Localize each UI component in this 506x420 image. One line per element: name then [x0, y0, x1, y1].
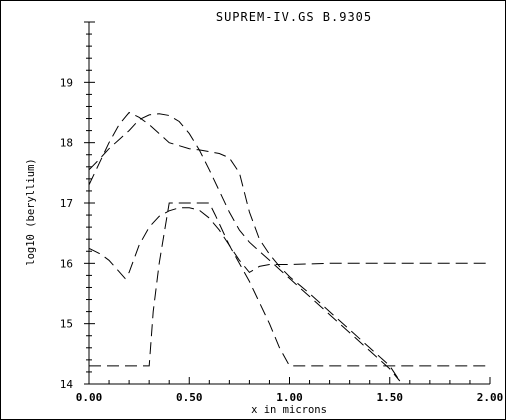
axes [84, 21, 491, 385]
y-tick-label: 15 [60, 318, 73, 331]
x-tick-label: 0.00 [76, 391, 103, 404]
y-tick-label: 16 [60, 257, 73, 270]
chart-title: SUPREM-IV.GS B.9305 [216, 10, 372, 24]
tick-labels: 0.00 0.50 1.00 1.50 2.00 14 15 16 17 18 19 [60, 76, 504, 404]
x-axis-label: x in microns [251, 404, 327, 416]
x-tick-label: 1.00 [276, 391, 303, 404]
y-axis-label: log10 (beryllium) [25, 158, 37, 265]
x-tick-label: 1.50 [377, 391, 404, 404]
y-tick-label: 14 [60, 378, 74, 391]
x-tick-label: 0.50 [176, 391, 203, 404]
series-lines [88, 111, 490, 382]
y-tick-label: 19 [60, 76, 73, 89]
series-line-4 [89, 202, 490, 367]
x-tick-label: 2.00 [477, 391, 504, 404]
series-line-2 [88, 111, 401, 382]
y-tick-label: 18 [60, 137, 73, 150]
series-line-1 [88, 113, 401, 382]
y-tick-label: 17 [60, 197, 73, 210]
series-line-3 [88, 207, 490, 280]
